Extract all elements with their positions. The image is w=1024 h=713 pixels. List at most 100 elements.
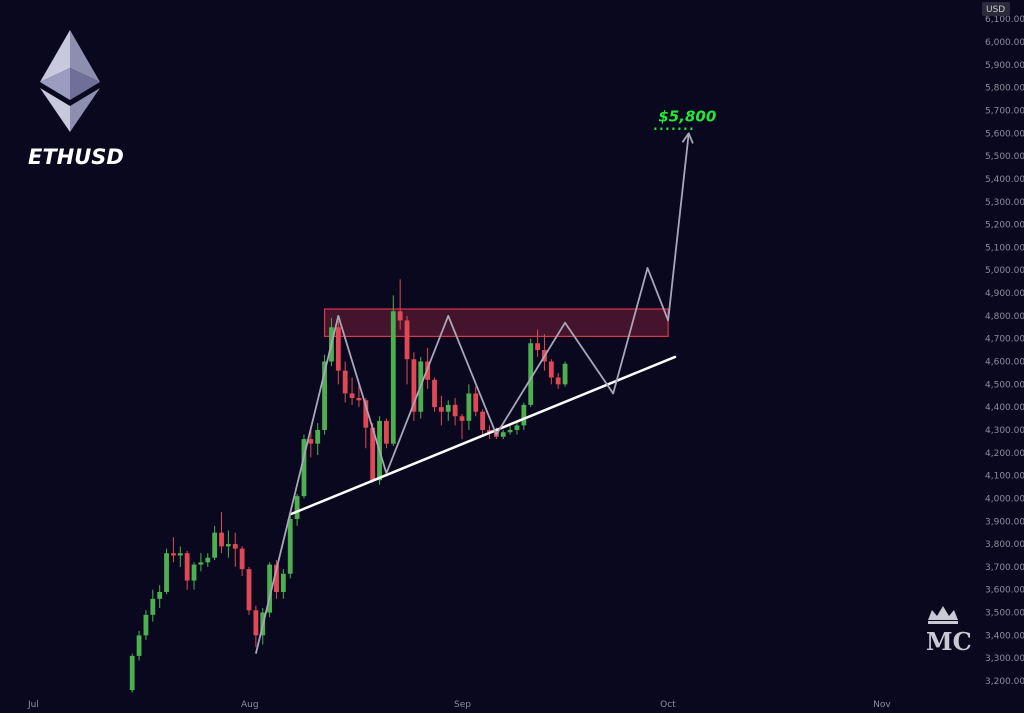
price-tick-label: 5,000.00 bbox=[985, 266, 1024, 276]
price-tick-label: 4,900.00 bbox=[985, 289, 1024, 299]
candle-body[interactable] bbox=[445, 404, 451, 412]
currency-badge bbox=[982, 2, 1010, 16]
ethereum-logo-icon bbox=[40, 30, 100, 132]
candle-body[interactable] bbox=[280, 573, 286, 592]
candle-body[interactable] bbox=[535, 343, 540, 351]
candle-body[interactable] bbox=[390, 311, 396, 444]
support-trendline[interactable] bbox=[288, 355, 677, 516]
target-layer: $5,800 bbox=[654, 108, 716, 130]
price-tick-label: 3,700.00 bbox=[985, 563, 1024, 573]
candle-body[interactable] bbox=[363, 400, 369, 428]
candle-body[interactable] bbox=[349, 393, 355, 399]
candle-body[interactable] bbox=[253, 610, 259, 636]
price-tick-label: 3,600.00 bbox=[985, 586, 1024, 596]
price-tick-label: 5,500.00 bbox=[985, 152, 1024, 162]
candle-body[interactable] bbox=[212, 532, 218, 558]
candle-body[interactable] bbox=[225, 544, 231, 547]
candle-body[interactable] bbox=[150, 598, 156, 615]
price-tick-label: 3,200.00 bbox=[985, 677, 1024, 687]
price-tick-label: 6,000.00 bbox=[985, 38, 1024, 48]
currency-label: USD bbox=[986, 5, 1005, 15]
price-tick-label: 4,300.00 bbox=[985, 426, 1024, 436]
candle-body[interactable] bbox=[473, 393, 479, 412]
candle-body[interactable] bbox=[267, 564, 273, 613]
price-tick-label: 5,800.00 bbox=[985, 84, 1024, 94]
price-tick-label: 6,100.00 bbox=[985, 15, 1024, 25]
candle-body[interactable] bbox=[370, 427, 376, 481]
time-tick-label: Aug bbox=[241, 700, 259, 710]
candle-body[interactable] bbox=[411, 359, 417, 412]
target-price-label: $5,800 bbox=[658, 108, 716, 126]
candle-body[interactable] bbox=[335, 327, 341, 371]
candle-body[interactable] bbox=[562, 363, 568, 385]
candle-body[interactable] bbox=[342, 370, 348, 394]
candle-body[interactable] bbox=[136, 635, 142, 656]
candle-body[interactable] bbox=[315, 429, 321, 444]
candle-body[interactable] bbox=[322, 361, 327, 430]
candle-body[interactable] bbox=[184, 553, 190, 581]
mc-watermark-logo: MC bbox=[926, 606, 972, 656]
candle-body[interactable] bbox=[294, 496, 300, 519]
candle-body[interactable] bbox=[219, 532, 224, 547]
candle-body[interactable] bbox=[548, 361, 554, 378]
candle-body[interactable] bbox=[521, 404, 527, 426]
candle-body[interactable] bbox=[205, 557, 211, 563]
candle-body[interactable] bbox=[500, 432, 506, 437]
candle-body[interactable] bbox=[164, 553, 169, 592]
candle-body[interactable] bbox=[308, 439, 314, 444]
candle-body[interactable] bbox=[397, 311, 403, 321]
candles-layer bbox=[129, 279, 568, 693]
candle-body[interactable] bbox=[466, 393, 472, 421]
candle-body[interactable] bbox=[143, 614, 149, 636]
trendlines-layer bbox=[288, 355, 677, 516]
candle-body[interactable] bbox=[452, 404, 458, 417]
time-tick-label: Oct bbox=[660, 700, 676, 710]
candle-body[interactable] bbox=[232, 544, 238, 549]
price-tick-label: 4,200.00 bbox=[985, 449, 1024, 459]
price-tick-label: 3,400.00 bbox=[985, 631, 1024, 641]
candle-body[interactable] bbox=[487, 429, 492, 433]
candle-body[interactable] bbox=[274, 564, 279, 592]
price-tick-label: 4,500.00 bbox=[985, 380, 1024, 390]
candle-body[interactable] bbox=[384, 420, 389, 444]
price-tick-label: 3,500.00 bbox=[985, 609, 1024, 619]
candle-body[interactable] bbox=[432, 379, 437, 408]
time-tick-label: Nov bbox=[873, 700, 891, 710]
price-tick-label: 5,100.00 bbox=[985, 243, 1024, 253]
price-tick-label: 3,800.00 bbox=[985, 540, 1024, 550]
candle-body[interactable] bbox=[129, 655, 135, 691]
candle-body[interactable] bbox=[171, 553, 176, 556]
projection-layer bbox=[254, 132, 694, 654]
candle-body[interactable] bbox=[177, 553, 183, 556]
candle-body[interactable] bbox=[246, 569, 252, 611]
price-tick-label: 3,300.00 bbox=[985, 654, 1024, 664]
candle-body[interactable] bbox=[301, 439, 307, 497]
resistance-zone[interactable] bbox=[323, 308, 669, 337]
candle-body[interactable] bbox=[191, 564, 197, 581]
candle-body[interactable] bbox=[507, 429, 513, 433]
candle-body[interactable] bbox=[528, 343, 534, 405]
price-tick-label: 4,600.00 bbox=[985, 358, 1024, 368]
candle-body[interactable] bbox=[555, 377, 561, 385]
candle-body[interactable] bbox=[514, 425, 520, 430]
price-tick-label: 5,300.00 bbox=[985, 198, 1024, 208]
price-axis[interactable]: 3,200.00 3,300.00 3,400.00 3,500.00 3,600.00… bbox=[985, 15, 1024, 687]
candle-body[interactable] bbox=[404, 320, 410, 360]
candle-body[interactable] bbox=[239, 548, 245, 570]
time-tick-label: Jul bbox=[27, 700, 39, 710]
candle-body[interactable] bbox=[480, 411, 486, 430]
time-axis[interactable]: Jul Aug Sep Oct Nov bbox=[27, 700, 891, 710]
candle-body[interactable] bbox=[438, 407, 444, 412]
projection-path[interactable] bbox=[254, 133, 690, 654]
projection-arrowhead bbox=[681, 132, 694, 144]
watermark-text: MC bbox=[926, 627, 972, 656]
candle-body[interactable] bbox=[198, 562, 204, 565]
price-tick-label: 4,400.00 bbox=[985, 403, 1024, 413]
price-tick-label: 4,800.00 bbox=[985, 312, 1024, 322]
candle-body[interactable] bbox=[287, 518, 293, 574]
price-tick-label: 5,400.00 bbox=[985, 175, 1024, 185]
candle-body[interactable] bbox=[157, 591, 163, 599]
candle-body[interactable] bbox=[356, 398, 362, 401]
candle-body[interactable] bbox=[459, 416, 465, 421]
